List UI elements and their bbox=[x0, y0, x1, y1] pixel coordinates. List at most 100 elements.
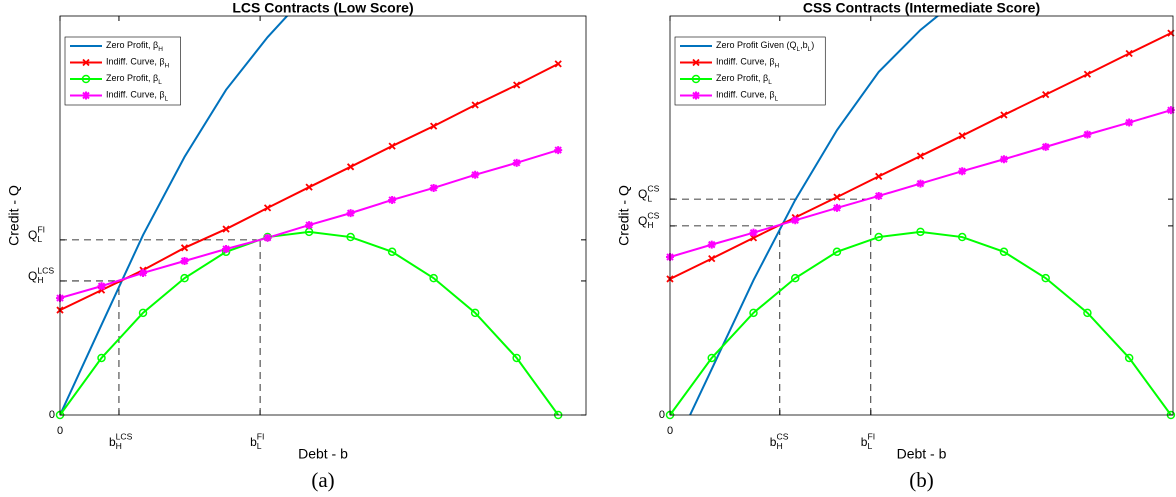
marker bbox=[97, 353, 106, 363]
label-run: Zero Profit, β bbox=[716, 73, 768, 83]
marker bbox=[512, 353, 521, 363]
y-tick-label: QLFI bbox=[28, 225, 45, 245]
marker bbox=[471, 101, 479, 109]
marker bbox=[1000, 111, 1008, 119]
label-run: CS bbox=[647, 184, 659, 194]
marker bbox=[1083, 70, 1092, 78]
label-run: ,b bbox=[800, 40, 808, 50]
marker bbox=[916, 179, 925, 188]
marker bbox=[958, 167, 967, 176]
x-axis-label: Debt - b bbox=[897, 446, 947, 462]
marker bbox=[387, 247, 397, 257]
label-run: H bbox=[775, 62, 780, 69]
marker bbox=[554, 146, 563, 155]
label-run: H bbox=[165, 62, 170, 69]
marker bbox=[471, 170, 480, 179]
marker bbox=[707, 240, 716, 249]
label-run: Q bbox=[28, 269, 37, 283]
label-run: L bbox=[775, 95, 779, 102]
marker bbox=[97, 282, 106, 291]
marker bbox=[346, 209, 355, 218]
label-run: L bbox=[797, 46, 801, 53]
legend-marker bbox=[82, 58, 90, 67]
legend-box bbox=[674, 36, 826, 106]
label-run: FI bbox=[257, 432, 265, 442]
axes-box bbox=[59, 15, 587, 416]
x-tick-label: 0 bbox=[57, 425, 63, 437]
y-tick-label: 0 bbox=[659, 409, 665, 421]
marker bbox=[1083, 308, 1092, 318]
marker bbox=[180, 256, 189, 265]
chart-title: CSS Contracts (Intermediate Score) bbox=[803, 0, 1040, 16]
label-run: Indiff. Curve, β bbox=[716, 57, 775, 67]
caption: (b) bbox=[909, 468, 934, 492]
label-run: Q bbox=[638, 187, 647, 201]
marker bbox=[346, 232, 355, 242]
legend-label: Indiff. Curve, βH bbox=[106, 57, 170, 69]
label-run: FI bbox=[867, 432, 875, 442]
legend-label: Indiff. Curve, βH bbox=[716, 57, 780, 69]
marker bbox=[916, 227, 925, 237]
series-line bbox=[60, 16, 289, 415]
marker bbox=[139, 268, 148, 277]
marker bbox=[263, 204, 272, 212]
marker bbox=[790, 273, 800, 283]
marker bbox=[513, 81, 521, 89]
marker bbox=[1125, 49, 1133, 58]
label-run: H bbox=[116, 441, 122, 451]
marker bbox=[305, 183, 313, 191]
marker bbox=[430, 122, 438, 130]
marker bbox=[832, 247, 842, 257]
label-run: Q bbox=[638, 214, 647, 228]
marker bbox=[1166, 106, 1175, 115]
marker bbox=[749, 228, 758, 237]
label-run: b bbox=[770, 435, 777, 449]
axes-box bbox=[669, 15, 1174, 416]
label-run: Q bbox=[28, 228, 37, 242]
series-line bbox=[60, 230, 559, 415]
label-run: FI bbox=[37, 225, 45, 235]
label-run: Indiff. Curve, β bbox=[716, 90, 775, 100]
y-tick-label: 0 bbox=[49, 409, 55, 421]
chart-title: LCS Contracts (Low Score) bbox=[232, 0, 413, 16]
marker bbox=[1125, 118, 1134, 127]
marker bbox=[554, 60, 562, 68]
label-run: Zero Profit Given (Q bbox=[716, 40, 797, 50]
marker bbox=[791, 216, 800, 225]
marker bbox=[1041, 142, 1050, 151]
legend-label: Indiff. Curve, βL bbox=[716, 90, 779, 102]
marker bbox=[346, 163, 355, 171]
x-tick-label: bHCS bbox=[770, 432, 789, 452]
label-run: L bbox=[257, 441, 262, 451]
x-tick-label: 0 bbox=[667, 425, 673, 437]
marker bbox=[263, 233, 272, 242]
label-run: CS bbox=[647, 211, 659, 221]
marker bbox=[429, 273, 438, 283]
y-tick-label: QLCS bbox=[638, 184, 660, 204]
label-run: b bbox=[861, 435, 868, 449]
legend-marker bbox=[691, 74, 701, 84]
label-run: L bbox=[158, 79, 162, 86]
marker bbox=[916, 152, 925, 160]
y-axis-label: Credit - Q bbox=[6, 185, 22, 246]
marker bbox=[305, 221, 314, 230]
marker bbox=[957, 232, 967, 242]
x-axis-label: Debt - b bbox=[298, 446, 348, 462]
legend-label: Zero Profit, βL bbox=[716, 73, 772, 85]
marker bbox=[512, 158, 521, 167]
legend-label: Indiff. Curve, βL bbox=[106, 90, 169, 102]
legend-label: Zero Profit, βL bbox=[106, 73, 162, 85]
marker bbox=[833, 193, 841, 201]
label-run: H bbox=[776, 441, 782, 451]
series-line bbox=[670, 230, 1172, 415]
marker bbox=[388, 195, 397, 204]
label-run: H bbox=[647, 220, 653, 230]
label-run: Indiff. Curve, β bbox=[106, 90, 165, 100]
marker bbox=[749, 308, 758, 318]
marker bbox=[138, 308, 148, 318]
legend-marker bbox=[692, 91, 700, 100]
marker bbox=[180, 244, 189, 252]
